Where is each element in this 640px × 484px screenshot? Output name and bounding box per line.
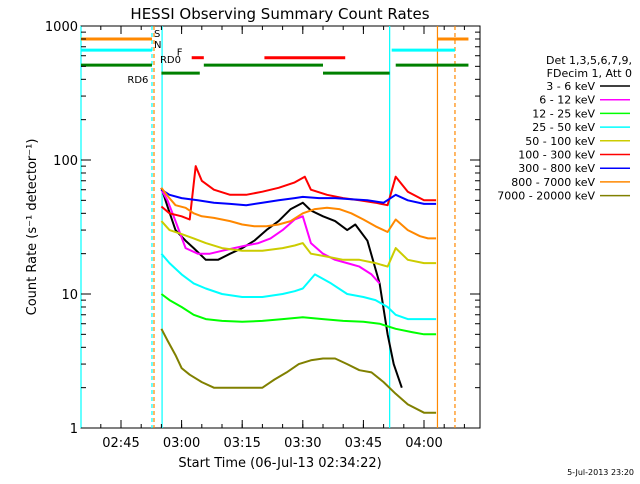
x-tick-label-2: 03:15 [223,436,260,451]
legend-label-6: 300 - 800 keV [518,162,595,175]
flag-label-f: F [177,48,183,59]
chart-title: HESSI Observing Summary Count Rates [130,5,429,23]
footer-timestamp: 5-Jul-2013 23:20 [567,468,634,477]
legend-label-4: 50 - 100 keV [525,135,595,148]
data-series [160,165,437,414]
x-tick-label-0: 02:45 [102,436,139,451]
flag-label-rd6: RD6 [127,75,148,86]
x-axis: 02:45 03:00 03:15 03:30 03:45 04:00 [100,26,465,451]
legend-label-0: 3 - 6 keV [546,80,595,93]
series-line-5 [160,165,437,221]
series-line-4 [160,220,437,268]
y-axis-label: Count Rate (s⁻¹ detector⁻¹) [25,139,40,316]
y-tick-label-1: 10 [61,288,78,303]
series-line-6 [160,188,437,207]
legend: Det 1,3,5,6,7,9, FDecim 1, Att 0 3 - 6 k… [497,54,632,203]
x-tick-label-1: 03:00 [163,436,200,451]
legend-label-2: 12 - 25 keV [532,107,595,120]
legend-label-3: 25 - 50 keV [532,121,595,134]
series-line-8 [160,328,437,414]
flag-label-s: S [154,29,160,40]
series-line-2 [160,293,437,336]
y-tick-label-0: 1 [70,422,78,437]
legend-label-5: 100 - 300 keV [518,149,595,162]
legend-label-1: 6 - 12 keV [539,94,595,107]
flag-label-n: N [154,40,161,51]
series-line-7 [160,187,437,240]
legend-header-line-1: Det 1,3,5,6,7,9, [546,54,632,67]
series-line-3 [160,253,437,321]
legend-label-7: 800 - 7000 keV [511,176,595,189]
legend-header-line-2: FDecim 1, Att 0 [547,67,632,80]
y-tick-label-3: 1000 [45,20,78,35]
flag-label-rd0: RD0 [160,55,181,66]
y-tick-label-2: 100 [53,154,78,169]
plot-area [80,25,481,429]
x-tick-label-5: 04:00 [405,436,442,451]
legend-label-8: 7000 - 20000 keV [497,190,595,203]
y-axis: 1 10 100 1000 [45,20,480,437]
series-line-1 [160,189,381,285]
x-axis-label: Start Time (06-Jul-13 02:34:22) [178,456,381,471]
x-tick-label-4: 03:45 [345,436,382,451]
series-line-0 [160,187,403,389]
x-tick-label-3: 03:30 [284,436,321,451]
